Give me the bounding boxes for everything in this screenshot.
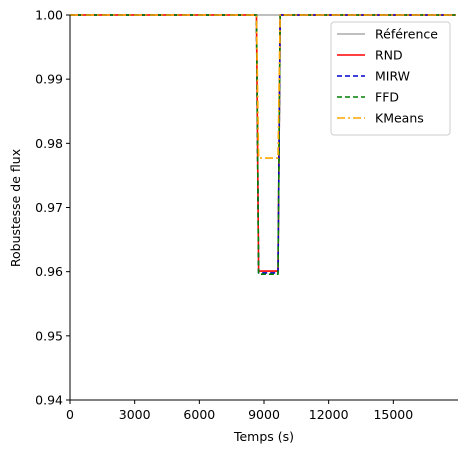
y-tick-label: 0.99 bbox=[35, 72, 63, 87]
y-tick-label: 0.96 bbox=[35, 264, 63, 279]
x-tick-label: 9000 bbox=[248, 407, 280, 422]
x-tick-label: 3000 bbox=[119, 407, 151, 422]
y-axis-label: Robustesse de flux bbox=[8, 149, 23, 267]
legend-label: RND bbox=[375, 48, 403, 63]
y-tick-label: 0.95 bbox=[35, 328, 63, 343]
x-tick-label: 6000 bbox=[183, 407, 215, 422]
legend-box bbox=[330, 21, 451, 136]
x-axis-label: Temps (s) bbox=[233, 429, 294, 444]
series-line-kmeans bbox=[70, 14, 456, 159]
y-tick-label: 0.94 bbox=[35, 393, 63, 408]
legend-label: Référence bbox=[375, 27, 438, 42]
x-tick-label: 15000 bbox=[373, 407, 413, 422]
y-tick-label: 0.97 bbox=[35, 200, 63, 215]
legend-label: FFD bbox=[375, 90, 399, 105]
y-tick-label: 0.98 bbox=[35, 136, 63, 151]
legend-label: KMeans bbox=[375, 111, 424, 126]
legend-label: MIRW bbox=[375, 69, 410, 84]
x-tick-label: 0 bbox=[66, 407, 74, 422]
x-tick-label: 12000 bbox=[309, 407, 349, 422]
legend: Référence RND MIRW FFD KMeans bbox=[330, 21, 451, 136]
y-tick-label: 1.00 bbox=[35, 8, 63, 23]
